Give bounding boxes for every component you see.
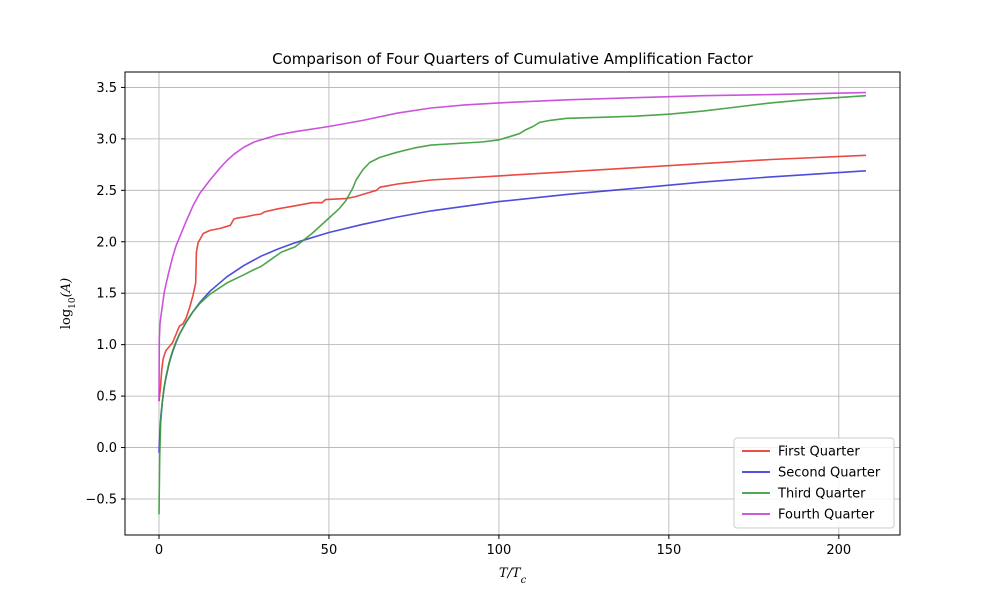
grid [125,72,900,535]
y-tick-label: 1.0 [96,338,117,353]
legend-label: Second Quarter [778,466,881,481]
series-lines [158,91,867,515]
x-tick-label: 50 [321,543,338,558]
plot-frame [124,71,901,536]
x-axis-label: T/Tc [499,566,527,586]
y-axis-label: log10(A) [59,278,78,329]
legend-box [733,437,895,529]
x-tick-label: 150 [656,543,681,558]
series-line-1 [158,154,867,402]
y-tick-label: 0.0 [96,441,117,456]
x-tick-label: 200 [826,543,851,558]
y-tick-label: 0.5 [96,390,117,405]
y-tick-label: 3.0 [96,132,117,147]
chart-title: Comparison of Four Quarters of Cumulativ… [272,50,754,68]
y-tick-label: 2.0 [96,235,117,250]
ticks: 0 50 100 150 200 −0.5 0.0 0.5 1.0 1.5 2.0 2.5 3.0 3.5 [85,81,851,558]
y-tick-label: 3.5 [96,81,117,96]
series-line-2 [158,170,867,453]
legend-label: Fourth Quarter [778,508,875,523]
legend-label: First Quarter [778,445,860,460]
x-tick-label: 0 [155,543,163,558]
y-tick-label: 2.5 [96,184,117,199]
y-tick-label: −0.5 [85,492,117,507]
legend: First Quarter Second Quarter Third Quarter… [733,437,895,529]
series-line-3 [158,94,867,515]
x-tick-label: 100 [486,543,511,558]
y-tick-label: 1.5 [96,287,117,302]
series-line-4 [158,91,867,402]
legend-label: Third Quarter [777,487,866,502]
